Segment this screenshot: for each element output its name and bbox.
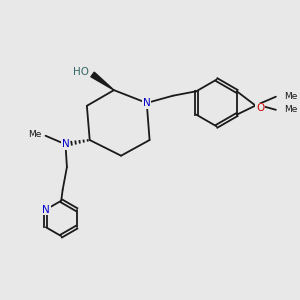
Polygon shape (91, 72, 114, 90)
Text: N: N (61, 139, 69, 149)
Text: O: O (256, 103, 264, 113)
Text: N: N (42, 205, 50, 214)
Text: N: N (42, 205, 50, 214)
Text: Me: Me (284, 105, 297, 114)
Text: N: N (61, 139, 69, 149)
Text: N: N (143, 98, 151, 108)
Text: N: N (143, 98, 151, 108)
Text: Me: Me (28, 130, 41, 139)
Text: HO: HO (73, 67, 88, 77)
Text: Me: Me (284, 92, 297, 101)
